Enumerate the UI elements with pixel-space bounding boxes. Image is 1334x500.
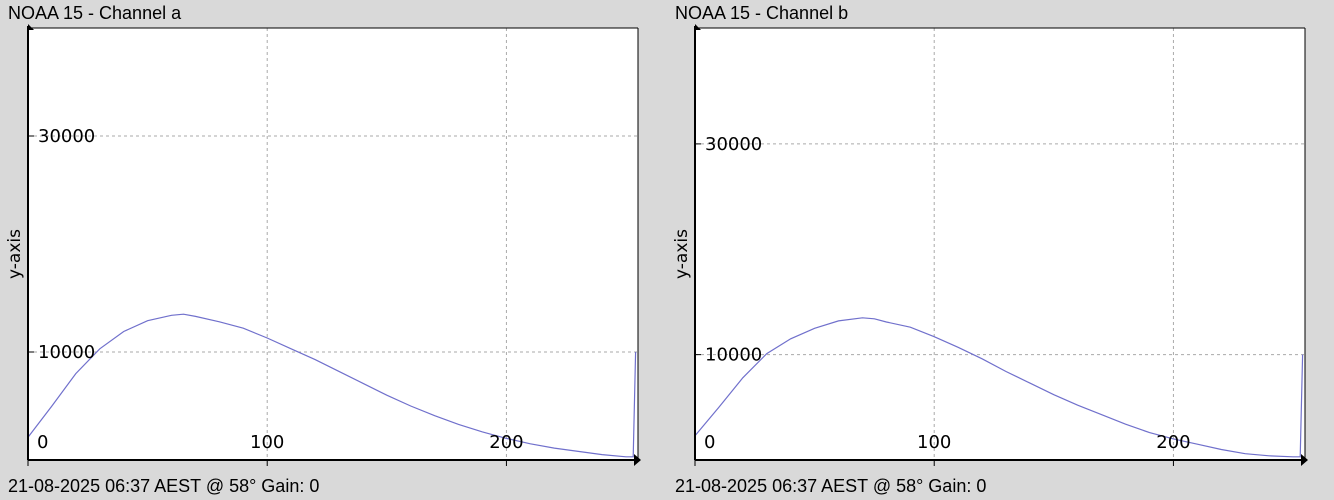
x-axis-arrow — [634, 454, 641, 466]
chart-title: NOAA 15 - Channel a — [8, 3, 182, 23]
y-axis-title: y-axis — [672, 229, 692, 279]
y-tick-label: 10000 — [705, 345, 762, 366]
pass-info-footer: 21-08-2025 06:37 AEST @ 58° Gain: 0 — [675, 476, 987, 496]
x-tick-label: 200 — [1156, 432, 1190, 453]
series-line — [694, 317, 1304, 458]
chart-title: NOAA 15 - Channel b — [675, 3, 849, 23]
plot-area — [695, 28, 1305, 460]
x-tick-label: 100 — [250, 432, 284, 453]
y-axis-arrow — [28, 24, 34, 30]
y-tick-label: 30000 — [38, 126, 95, 147]
y-tick-label: 30000 — [705, 134, 762, 155]
x-axis-arrow — [1301, 454, 1308, 466]
plot-area — [28, 28, 638, 460]
y-tick-label: 10000 — [38, 342, 95, 363]
series-line — [27, 313, 637, 458]
x-tick-label: 200 — [489, 432, 523, 453]
x-tick-label: 0 — [37, 432, 48, 453]
pass-info-footer: 21-08-2025 06:37 AEST @ 58° Gain: 0 — [8, 476, 320, 496]
channel-a-plot: 0 100 200 10000 30000 y-axis — [5, 24, 641, 466]
channel-b-panel: NOAA 15 - Channel b 0 100 200 10000 30000 y-a… — [667, 0, 1308, 500]
channel-b-plot: 0 100 200 10000 30000 y-axis — [672, 24, 1308, 466]
channel-a-panel: NOAA 15 - Channel a 0 100 200 10000 30000 y-a… — [0, 0, 641, 500]
x-tick-label: 0 — [704, 432, 715, 453]
y-axis-arrow — [695, 24, 701, 30]
x-tick-label: 100 — [917, 432, 951, 453]
y-axis-title: y-axis — [5, 229, 25, 279]
